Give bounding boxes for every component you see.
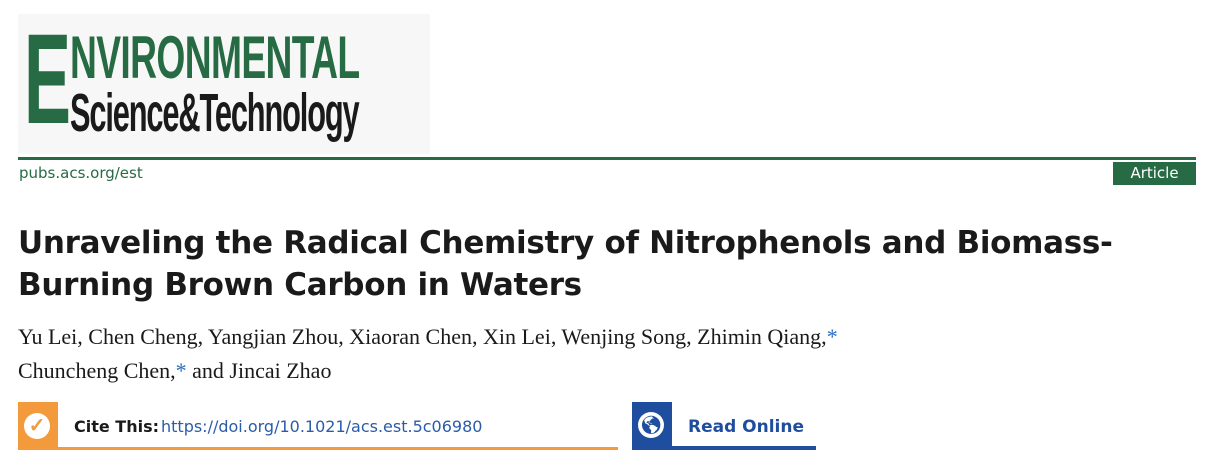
logo-initial: E [24, 8, 71, 151]
header-divider [18, 157, 1196, 160]
doi-link[interactable]: https://doi.org/10.1021/acs.est.5c06980 [161, 417, 483, 436]
read-icon-box: 🌎︎ [632, 402, 672, 450]
corresponding-asterisk[interactable]: * [175, 358, 187, 383]
article-type-badge: Article [1113, 162, 1196, 185]
author-list: Yu Lei, Chen Cheng, Yangjian Zhou, Xiaor… [18, 320, 1198, 388]
authors-line2: Chuncheng Chen, [18, 358, 176, 383]
article-title: Unraveling the Radical Chemistry of Nitr… [18, 225, 1113, 303]
cite-this-box: ✓ Cite This: https://doi.org/10.1021/acs… [18, 402, 618, 450]
logo-line1: NVIRONMENTAL [70, 24, 360, 91]
checkmark-icon: ✓ [24, 413, 50, 439]
logo-line2: Science&Technology [70, 83, 360, 143]
read-online-label[interactable]: Read Online [688, 417, 805, 437]
cite-icon-box: ✓ [18, 402, 58, 450]
corresponding-asterisk[interactable]: * [826, 324, 838, 349]
authors-line1: Yu Lei, Chen Cheng, Yangjian Zhou, Xiaor… [18, 324, 827, 349]
read-online-button[interactable]: 🌎︎ Read Online [632, 402, 816, 450]
journal-logo: E NVIRONMENTAL Science&Technology [18, 14, 430, 154]
globe-icon: 🌎︎ [638, 412, 664, 438]
cite-label: Cite This: [74, 417, 160, 436]
journal-url-link[interactable]: pubs.acs.org/est [19, 164, 143, 182]
authors-line2-end: and Jincai Zhao [186, 358, 332, 383]
